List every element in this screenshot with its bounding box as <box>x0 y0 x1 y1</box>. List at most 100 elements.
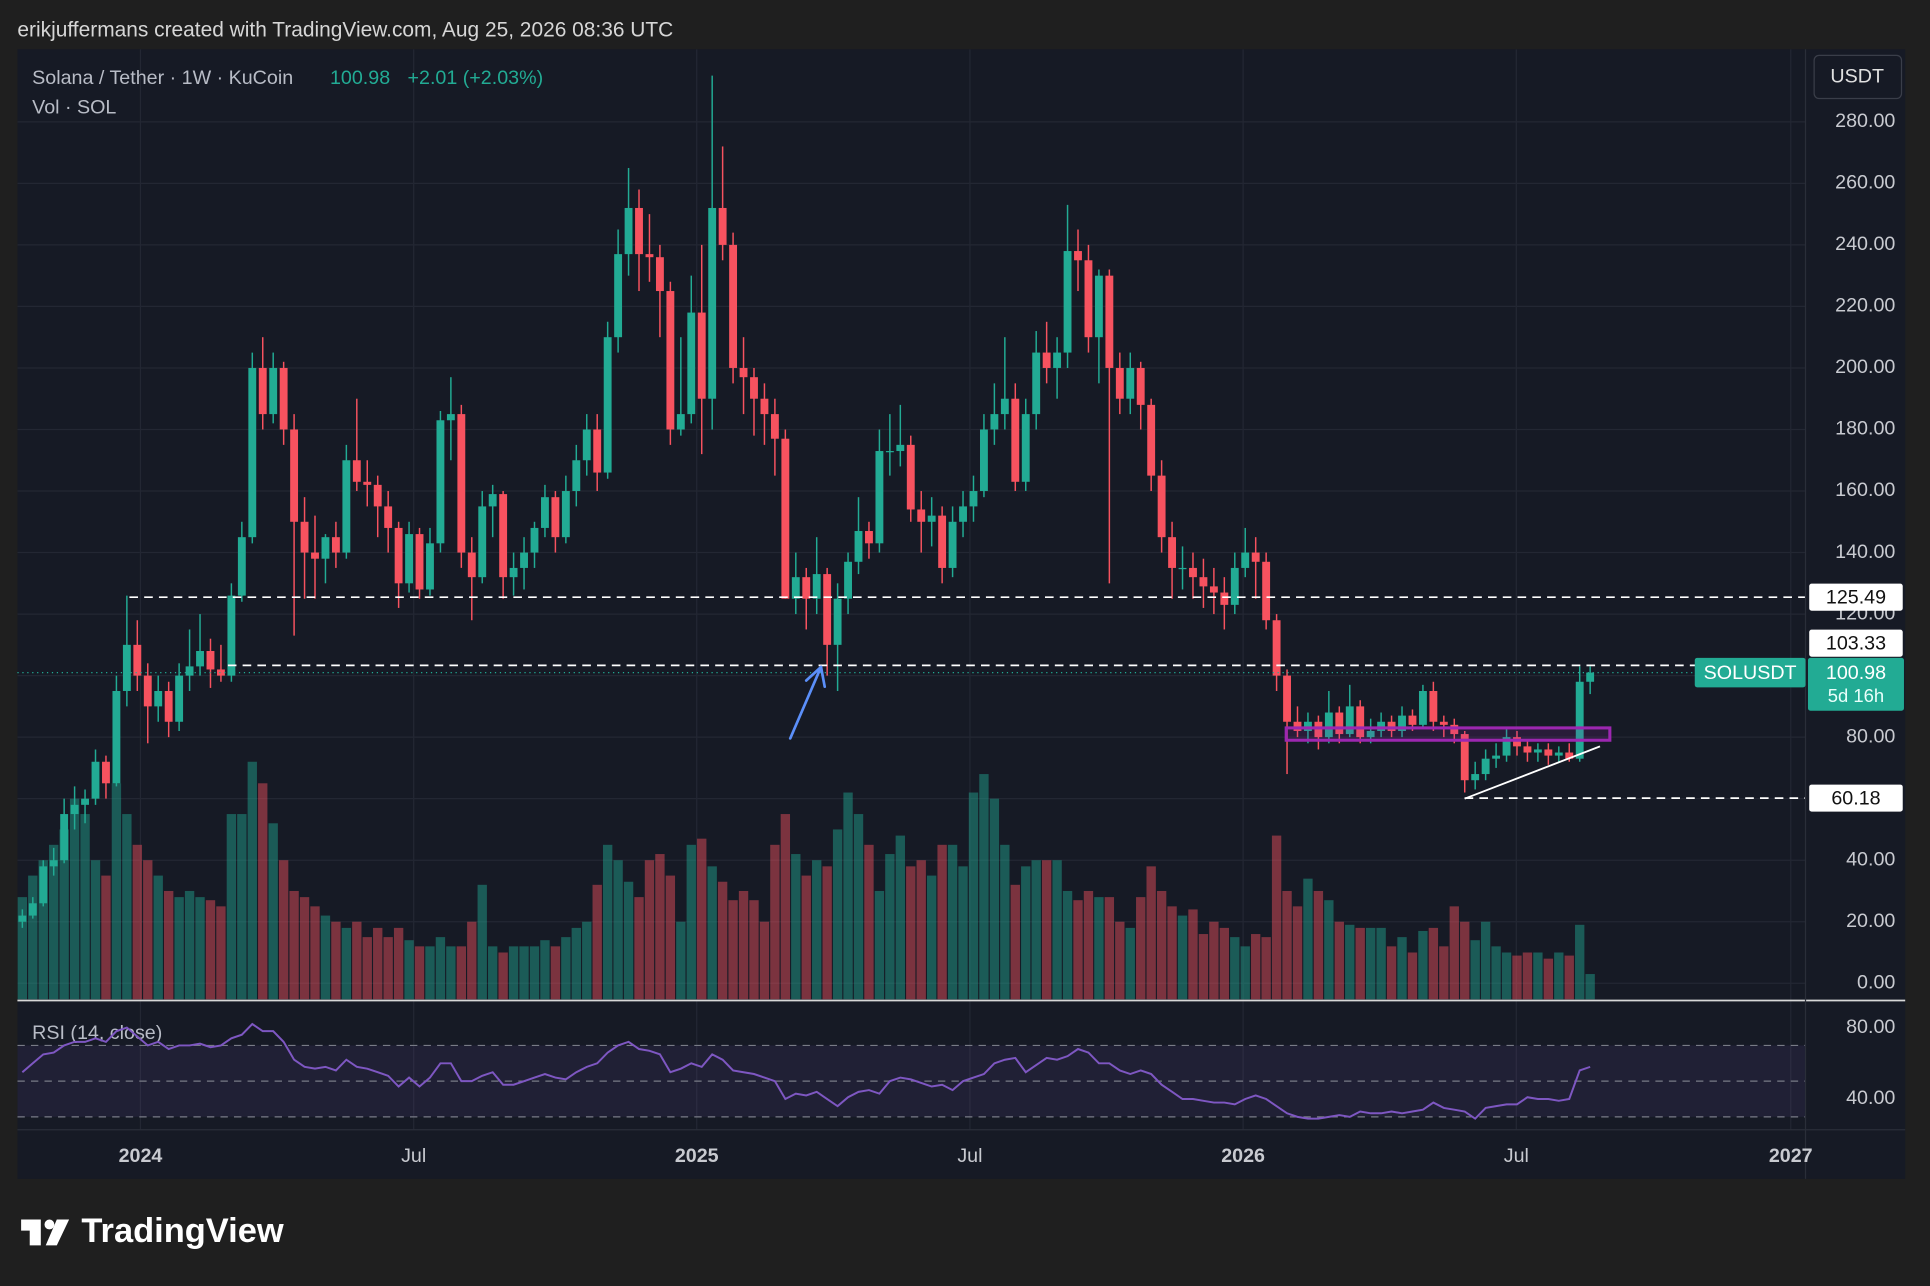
volume-bar <box>1512 955 1522 1000</box>
volume-bar <box>1365 927 1376 1000</box>
candle-body <box>290 429 299 522</box>
volume-bar <box>801 875 811 1000</box>
candle-body <box>1324 712 1333 738</box>
candle-body <box>718 207 727 245</box>
candle-body <box>1126 367 1135 399</box>
volume-bar <box>1418 930 1428 1000</box>
volume-bar <box>1230 937 1240 1000</box>
price-box <box>1807 657 1904 711</box>
volume-bar <box>1460 921 1470 1000</box>
grid <box>17 49 1806 1130</box>
candle-body <box>1460 734 1469 781</box>
candle-body <box>488 494 497 507</box>
candle-body <box>154 690 163 707</box>
volume-bar <box>1397 937 1407 1000</box>
volume-bar <box>299 897 310 1000</box>
currency[interactable]: USDT <box>1830 66 1884 88</box>
volume-bar <box>1407 952 1418 1000</box>
y-tick-label: 220.00 <box>1835 295 1895 317</box>
volume-bar <box>1031 860 1041 1000</box>
candle-body <box>1032 352 1041 415</box>
brand-logo <box>21 1219 70 1246</box>
candle-body <box>446 414 455 421</box>
volume-bar <box>331 921 341 1000</box>
candle-body <box>300 521 309 553</box>
candle-body <box>467 552 476 578</box>
volume-bar <box>1094 897 1104 1000</box>
candle-body <box>1575 681 1584 759</box>
candle-body <box>405 534 414 584</box>
volume-bar <box>906 866 916 1000</box>
volume-bar <box>362 937 372 1000</box>
volume-bar <box>1491 946 1501 1000</box>
candle-body <box>1586 672 1595 682</box>
candle-body <box>875 451 884 544</box>
level-label: 60.18 <box>1831 788 1880 810</box>
candle-body <box>1345 706 1354 735</box>
candle-body <box>1335 712 1344 735</box>
candle-body <box>18 915 27 922</box>
candle-body <box>708 207 717 399</box>
volume-bar <box>843 792 853 1000</box>
currency-box[interactable] <box>1813 54 1903 100</box>
chart-title: Solana / Tether · 1W · KuCoin <box>32 67 293 89</box>
candle-body <box>1398 715 1406 731</box>
candle-body <box>1209 586 1218 593</box>
candle-body <box>394 527 403 584</box>
candle-body <box>1230 567 1239 605</box>
volume-bar <box>1146 866 1156 1000</box>
candle-body <box>844 561 852 599</box>
candle-body <box>624 207 633 255</box>
volume-bar <box>1501 952 1512 1000</box>
candle-body <box>509 567 518 578</box>
volume-bar <box>1282 890 1292 1000</box>
candle-body <box>1021 414 1030 482</box>
candle-body <box>102 761 110 784</box>
candle-body <box>551 497 560 538</box>
volume-bar <box>979 774 989 1000</box>
volume-bar <box>446 946 456 1000</box>
volume-bar <box>1177 915 1188 1000</box>
volume-bar <box>697 838 707 1000</box>
candle-body <box>1115 367 1124 399</box>
volume-bar <box>247 761 257 1000</box>
candle-body <box>1168 537 1177 568</box>
volume-bar <box>665 875 676 1000</box>
candle-body <box>791 577 800 599</box>
candle-body <box>1147 404 1156 476</box>
volume-bar <box>1554 952 1564 1000</box>
candle-body <box>206 650 215 670</box>
volume-bar <box>561 937 571 1000</box>
volume-bar <box>341 927 352 1000</box>
volume-bar <box>676 921 686 1000</box>
volume-bar <box>728 900 738 1000</box>
volume-bar <box>602 844 613 1000</box>
volume-bar <box>822 866 832 1000</box>
candle-body <box>175 675 184 722</box>
volume-bar <box>101 875 111 1000</box>
candle-body <box>561 491 570 538</box>
candle-body <box>81 798 89 805</box>
countdown: 5d 16h <box>1828 685 1884 706</box>
candle-body <box>1408 715 1417 725</box>
volume-bar <box>28 875 38 1000</box>
volume-bar <box>122 814 132 1000</box>
candle-body <box>1063 251 1072 353</box>
candle-body <box>1533 749 1542 753</box>
candle-body <box>1492 755 1501 759</box>
candle-body <box>457 414 466 553</box>
x-tick-label: 2027 <box>1769 1145 1813 1167</box>
candle-body <box>938 515 947 568</box>
candle-body <box>49 860 58 867</box>
symbol: SOLUSDT <box>1704 662 1797 684</box>
x-tick-label: 2026 <box>1221 1145 1265 1167</box>
volume-bar <box>456 946 467 1000</box>
candle-body <box>237 537 246 596</box>
volume-bar <box>759 921 770 1000</box>
candle-body <box>1554 752 1563 756</box>
volume-bar <box>216 906 226 1000</box>
candle-body <box>1481 758 1490 775</box>
volume-bar <box>717 881 728 1000</box>
candle-body <box>1178 567 1187 570</box>
price-label: 100.98 <box>1826 662 1886 684</box>
